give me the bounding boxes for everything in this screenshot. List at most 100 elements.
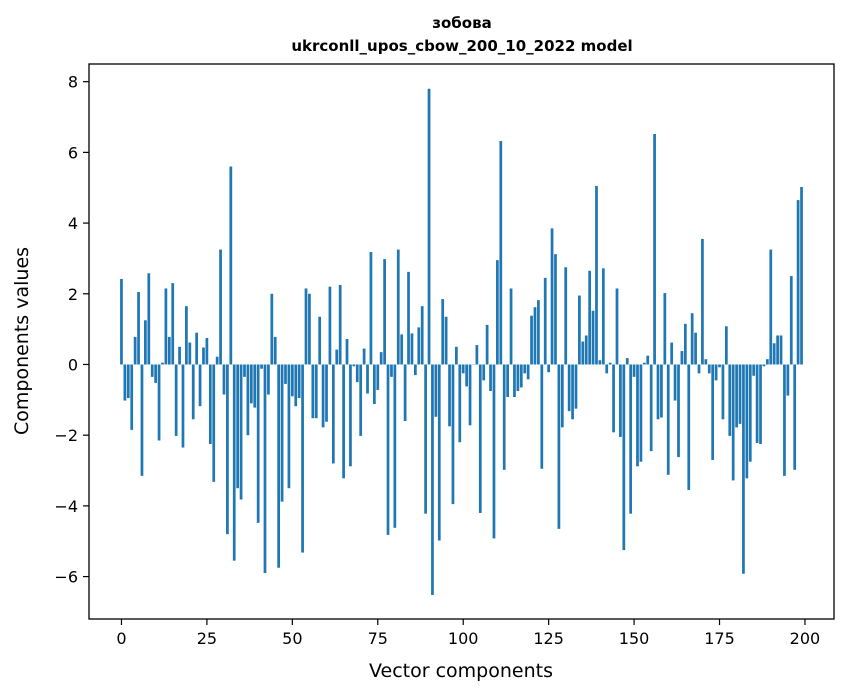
bar (400, 334, 403, 364)
bar (581, 342, 584, 365)
bar (769, 250, 772, 365)
bar (708, 364, 711, 373)
y-tick-label: −2 (54, 426, 78, 445)
bar (329, 287, 332, 365)
x-tick-label: 150 (619, 629, 650, 648)
bar (127, 364, 130, 398)
y-tick-label: 2 (68, 285, 78, 304)
bar (745, 364, 748, 478)
bar (633, 364, 636, 376)
bar (356, 364, 359, 382)
bar (523, 364, 526, 373)
bar (147, 273, 150, 364)
bar (216, 357, 219, 365)
bar (653, 134, 656, 364)
y-tick-label: 0 (68, 355, 78, 374)
bar (547, 364, 550, 372)
bar (247, 364, 250, 435)
x-tick-label: 0 (116, 629, 126, 648)
bar (209, 364, 212, 444)
bar (308, 294, 311, 365)
bar (520, 364, 523, 387)
bar (517, 364, 520, 391)
bar (322, 364, 325, 427)
bar (260, 364, 263, 368)
bar (250, 364, 253, 403)
bar (561, 364, 564, 427)
bar (776, 335, 779, 364)
bar (182, 364, 185, 447)
bar (243, 364, 246, 376)
bar (489, 364, 492, 391)
bar (264, 364, 267, 573)
bar (739, 364, 742, 423)
bar (667, 364, 670, 474)
bar (616, 288, 619, 364)
bar (158, 364, 161, 440)
bar (370, 252, 373, 364)
bar (192, 364, 195, 419)
bar (168, 337, 171, 365)
bar (704, 359, 707, 364)
bar (424, 364, 427, 513)
bar (540, 364, 543, 468)
bar (701, 239, 704, 364)
bar (506, 364, 509, 397)
bar (797, 200, 800, 364)
bar (568, 364, 571, 411)
bar (493, 364, 496, 538)
bar (513, 364, 516, 397)
bar (171, 283, 174, 364)
bar (496, 260, 499, 364)
bar (650, 364, 653, 451)
bar (670, 343, 673, 365)
bar (315, 364, 318, 418)
bar (363, 349, 366, 365)
chart-title: зобова (432, 14, 491, 32)
bar (257, 364, 260, 522)
bar (759, 364, 762, 444)
bar (486, 325, 489, 365)
bar (800, 187, 803, 364)
bar (301, 364, 304, 552)
bar (476, 345, 479, 364)
bar (646, 356, 649, 365)
bar (178, 347, 181, 365)
bar (790, 276, 793, 364)
bar (411, 333, 414, 364)
bar (711, 364, 714, 459)
bar (687, 364, 690, 489)
bar (414, 364, 417, 375)
bar (681, 351, 684, 364)
bar (732, 364, 735, 480)
bar (578, 296, 581, 365)
bar (387, 364, 390, 534)
y-tick-label: 6 (68, 143, 78, 162)
bar (674, 364, 677, 400)
bar (390, 364, 393, 376)
bar (141, 364, 144, 475)
bar (188, 343, 191, 365)
bar (482, 364, 485, 380)
bar (793, 364, 796, 469)
bar (622, 364, 625, 550)
bar (311, 364, 314, 418)
bar (657, 364, 660, 419)
bar (677, 364, 680, 457)
bar (223, 364, 226, 394)
bar (366, 364, 369, 393)
bar (130, 364, 133, 429)
bar (735, 364, 738, 427)
bar (346, 339, 349, 364)
x-tick-label: 100 (448, 629, 479, 648)
bar (441, 299, 444, 364)
bar (783, 364, 786, 475)
bar (342, 364, 345, 478)
bar (137, 292, 140, 364)
bar (773, 343, 776, 364)
bar (462, 364, 465, 373)
bar (318, 317, 321, 365)
bar (120, 279, 123, 365)
x-tick-label: 50 (282, 629, 302, 648)
